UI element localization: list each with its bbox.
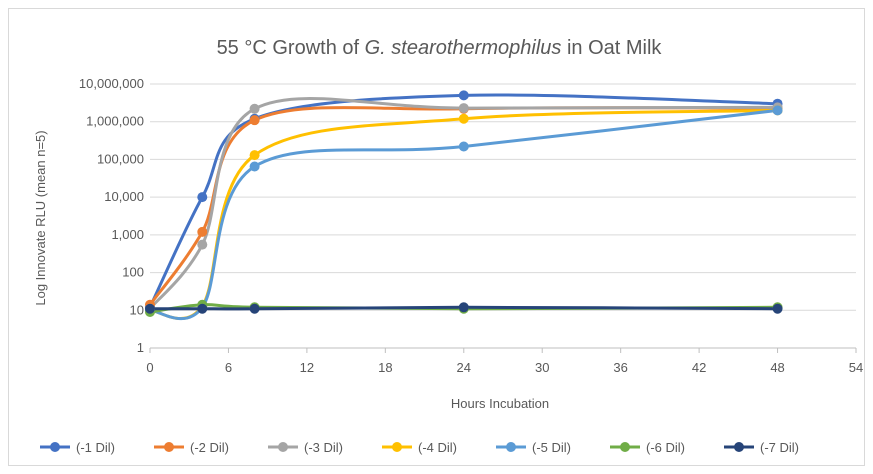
title-suffix: in Oat Milk: [561, 37, 662, 59]
x-tick-label: 6: [225, 360, 232, 375]
data-point-series-3: [197, 239, 208, 250]
y-axis-ticks: 1 10 100 1,000 10,000 100,000 1,000,000 10,000,…: [79, 76, 144, 355]
data-point-series-2: [249, 115, 260, 126]
legend-marker-3: [278, 442, 288, 452]
series-lines: [148, 93, 780, 321]
y-tick-label: 100,000: [97, 151, 144, 166]
x-tick-label: 0: [146, 360, 153, 375]
legend-marker-5: [506, 442, 516, 452]
title-prefix: 55 °C Growth of: [217, 37, 365, 59]
series-line-1: [148, 93, 780, 309]
series-markers: [145, 90, 783, 318]
data-point-series-5: [458, 141, 469, 152]
y-tick-label: 100: [122, 265, 144, 280]
data-point-series-1: [458, 90, 469, 101]
x-axis-ticks: 0 6 12 18 24 30 36 42 48 54: [146, 348, 863, 375]
legend: (-1 Dil) (-2 Dil) (-3 Dil) (-4 Dil) (-5 Dil)…: [40, 440, 799, 455]
legend-marker-7: [734, 442, 744, 452]
data-point-series-3: [249, 103, 260, 114]
legend-marker-2: [164, 442, 174, 452]
data-point-series-5: [249, 161, 260, 172]
legend-marker-4: [392, 442, 402, 452]
x-tick-label: 42: [692, 360, 706, 375]
x-tick-label: 30: [535, 360, 549, 375]
data-point-series-1: [197, 192, 208, 203]
y-tick-label: 1: [137, 340, 144, 355]
data-point-series-7: [197, 303, 208, 314]
legend-label-5: (-5 Dil): [532, 440, 571, 455]
legend-label-4: (-4 Dil): [418, 440, 457, 455]
x-tick-label: 18: [378, 360, 392, 375]
title-italic: G. stearothermophilus: [365, 37, 562, 59]
x-tick-label: 36: [613, 360, 627, 375]
legend-label-1: (-1 Dil): [76, 440, 115, 455]
y-tick-label: 1,000,000: [86, 114, 144, 129]
x-tick-label: 48: [770, 360, 784, 375]
y-tick-label: 10: [130, 302, 144, 317]
data-point-series-7: [249, 303, 260, 314]
y-axis-title: Log Innovate RLU (mean n=5): [33, 130, 48, 305]
series-line-2: [148, 106, 780, 307]
legend-marker-6: [620, 442, 630, 452]
series-line-3: [148, 97, 780, 311]
legend-label-2: (-2 Dil): [190, 440, 229, 455]
x-axis-title: Hours Incubation: [451, 396, 549, 411]
y-tick-label: 1,000: [111, 227, 144, 242]
legend-label-6: (-6 Dil): [646, 440, 685, 455]
data-point-series-2: [197, 226, 208, 237]
data-point-series-5: [772, 105, 783, 116]
legend-label-3: (-3 Dil): [304, 440, 343, 455]
data-point-series-4: [249, 150, 260, 161]
data-point-series-7: [772, 303, 783, 314]
y-tick-label: 10,000,000: [79, 76, 144, 91]
x-tick-label: 54: [849, 360, 863, 375]
data-point-series-7: [458, 302, 469, 313]
data-point-series-4: [458, 113, 469, 124]
legend-marker-1: [50, 442, 60, 452]
data-point-series-7: [145, 303, 155, 314]
x-tick-label: 12: [300, 360, 314, 375]
chart-title: 55 °C Growth of G. stearothermophilus in…: [217, 37, 663, 59]
data-point-series-3: [458, 103, 469, 114]
legend-label-7: (-7 Dil): [760, 440, 799, 455]
x-tick-label: 24: [457, 360, 471, 375]
y-tick-label: 10,000: [104, 189, 144, 204]
